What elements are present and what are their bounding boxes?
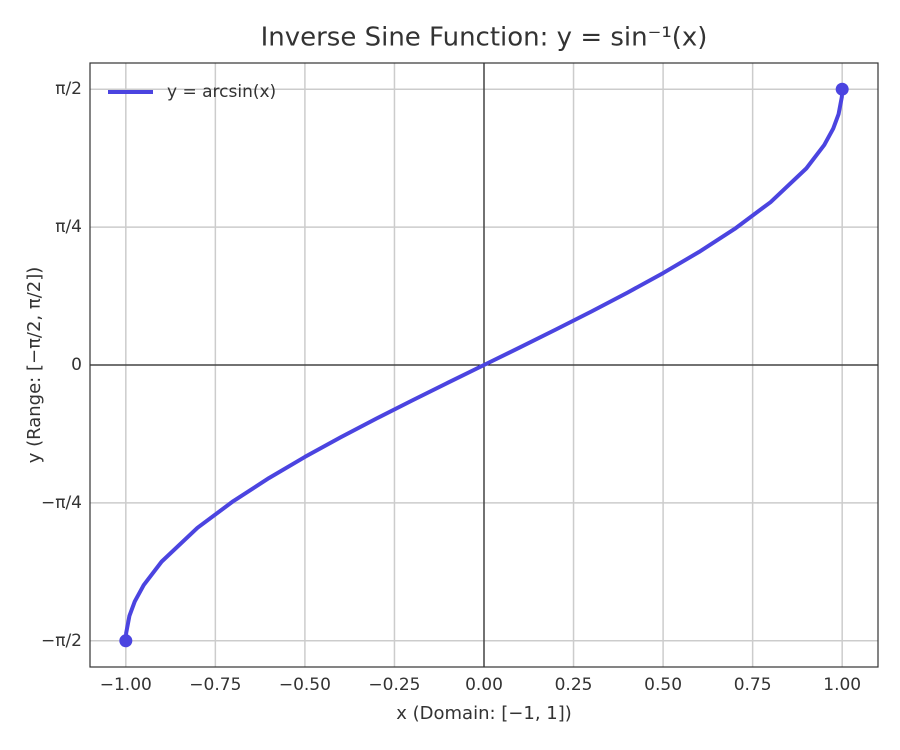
plot-frame: [89, 62, 879, 668]
y-tick-label: −π/4: [41, 493, 82, 513]
x-tick-label: 0.00: [465, 675, 503, 695]
y-tick-label: 0: [71, 355, 82, 375]
x-tick-label: 0.50: [644, 675, 682, 695]
x-axis-label: x (Domain: [−1, 1]): [396, 703, 572, 724]
x-tick-label: −0.50: [279, 675, 331, 695]
legend-label: y = arcsin(x): [167, 82, 276, 102]
line: [123, 89, 845, 641]
x-tick-label: 0.75: [734, 675, 772, 695]
x-tick-label: −0.75: [189, 675, 241, 695]
y-tick-label: π/2: [55, 79, 82, 99]
x-tick-label: 1.00: [823, 675, 861, 695]
endpoint-marker: [119, 634, 133, 648]
y-tick-label: −π/2: [41, 631, 82, 651]
chart-title: Inverse Sine Function: y = sin⁻¹(x): [261, 23, 708, 53]
y-axis-label: y (Range: [−π/2, π/2]): [24, 267, 45, 464]
y-tick-label: π/4: [55, 217, 82, 237]
endpoint-marker: [835, 82, 849, 96]
x-tick-label: −0.25: [368, 675, 420, 695]
x-tick-label: 0.25: [555, 675, 593, 695]
x-tick-label: −1.00: [100, 675, 152, 695]
